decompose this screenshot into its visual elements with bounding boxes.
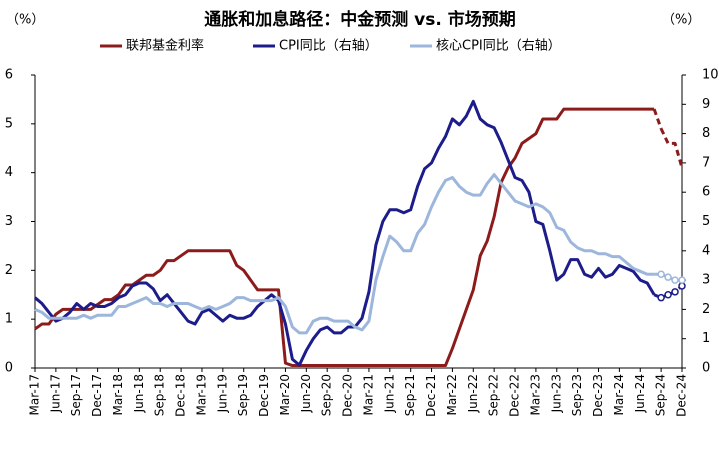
x-tick-label: Jun-20 — [299, 374, 313, 413]
x-tick-label: Mar-23 — [528, 374, 542, 415]
x-tick-label: Jun-24 — [633, 374, 647, 413]
x-tick-label: Dec-17 — [90, 374, 104, 417]
y-tick-label: 2 — [5, 263, 13, 278]
x-tick-label: Sep-21 — [403, 374, 417, 416]
x-tick-label: Jun-18 — [132, 374, 146, 413]
x-tick-label: Dec-18 — [174, 374, 188, 417]
y2-tick-label: 0 — [702, 361, 710, 376]
x-tick-label: Sep-20 — [320, 374, 334, 416]
y-tick-label: 3 — [5, 214, 13, 229]
legend-label: 核心CPI同比（右轴） — [436, 39, 561, 54]
line-projection — [660, 272, 682, 282]
line-connector — [652, 108, 663, 130]
x-tick-label: Jun-22 — [466, 374, 480, 413]
y2-tick-label: 1 — [702, 331, 710, 346]
y2-tick-label: 5 — [702, 214, 710, 229]
x-tick-label: Mar-20 — [278, 374, 292, 415]
y2-tick-label: 3 — [702, 273, 710, 288]
line-actual — [34, 107, 655, 368]
x-tick-label: Mar-24 — [612, 374, 626, 415]
y-tick-label: 6 — [5, 68, 13, 83]
x-tick-label: Mar-18 — [111, 374, 125, 415]
x-tick-label: Dec-21 — [424, 374, 438, 417]
line-projection — [660, 284, 683, 300]
x-tick-label: Jun-17 — [48, 374, 62, 413]
y2-unit: （%） — [662, 13, 700, 28]
x-tick-label: Dec-23 — [591, 374, 605, 417]
y2-tick-label: 6 — [702, 185, 710, 200]
x-tick-label: Sep-22 — [487, 374, 501, 416]
x-tick-label: Sep-23 — [570, 374, 584, 416]
legend-label: CPI同比（右轴） — [279, 39, 378, 54]
x-tick-label: Sep-24 — [654, 374, 668, 416]
y-unit: （%） — [6, 13, 44, 28]
y-tick-label: 0 — [5, 361, 13, 376]
y2-tick-label: 7 — [702, 155, 710, 170]
x-tick-label: Dec-20 — [341, 374, 355, 417]
x-tick-label: Jun-21 — [382, 374, 396, 413]
y2-tick-label: 2 — [702, 302, 710, 317]
projection-marker — [671, 276, 679, 284]
legend-label: 联邦基金利率 — [126, 38, 204, 54]
y-tick-label: 5 — [5, 116, 13, 131]
y2-tick-label: 8 — [702, 126, 710, 141]
projection-marker — [664, 273, 672, 281]
projection-marker — [671, 288, 679, 296]
x-tick-label: Dec-19 — [257, 374, 271, 417]
chart-title: 通胀和加息路径：中金预测 vs. 市场预期 — [204, 9, 516, 30]
x-tick-label: Sep-19 — [236, 374, 250, 416]
y-tick-label: 1 — [5, 312, 13, 327]
x-tick-label: Mar-22 — [445, 374, 459, 415]
x-tick-label: Jun-23 — [549, 374, 563, 413]
projection-marker — [678, 282, 686, 290]
line-actual — [34, 173, 655, 335]
x-tick-label: Mar-17 — [28, 374, 42, 415]
projection-marker — [657, 270, 665, 278]
x-tick-label: Dec-22 — [508, 374, 522, 417]
x-tick-label: Sep-18 — [153, 374, 167, 416]
y2-tick-label: 9 — [702, 97, 710, 112]
y2-tick-label: 4 — [702, 243, 710, 258]
projection-marker — [678, 276, 686, 284]
x-tick-label: Dec-24 — [675, 374, 689, 417]
projection-marker — [657, 293, 665, 302]
x-tick-label: Mar-19 — [194, 374, 208, 415]
y-tick-label: 4 — [5, 165, 13, 180]
line-actual — [34, 99, 656, 367]
projection-marker — [664, 291, 672, 299]
x-tick-label: Jun-19 — [215, 374, 229, 413]
line-connector — [653, 293, 662, 300]
x-tick-label: Sep-17 — [69, 374, 83, 416]
line-projection — [659, 128, 684, 169]
x-tick-label: Mar-21 — [361, 374, 375, 415]
y2-tick-label: 10 — [702, 68, 719, 83]
